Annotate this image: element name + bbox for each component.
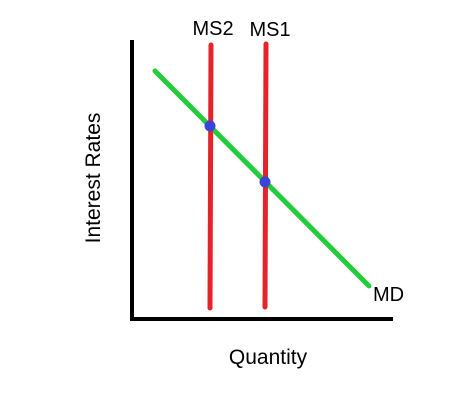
equilibrium-point-ms2: [204, 120, 216, 132]
ms1-label: MS1: [249, 19, 290, 41]
ms2-curve: [207, 42, 214, 311]
md-label: MD: [373, 284, 404, 306]
y-axis-label: Interest Rates: [82, 113, 105, 244]
ms2-label: MS2: [192, 18, 233, 40]
equilibrium-point-ms1: [259, 176, 271, 188]
ms1-curve: [262, 41, 269, 310]
x-axis-label: Quantity: [229, 346, 308, 369]
